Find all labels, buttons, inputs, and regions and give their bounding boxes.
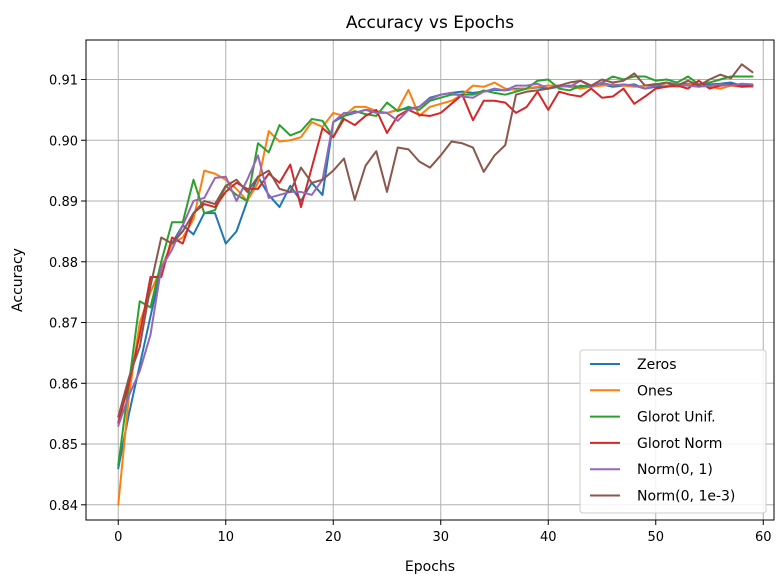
y-tick-label: 0.85 bbox=[49, 438, 78, 453]
x-tick-label: 30 bbox=[432, 530, 449, 545]
y-axis-ticks: 0.84 0.85 0.86 0.87 0.88 0.89 0.90 0.91 bbox=[49, 73, 86, 514]
legend-box bbox=[579, 349, 767, 514]
series-lines bbox=[117, 63, 754, 506]
x-tick-label: 0 bbox=[114, 530, 122, 545]
y-tick-label: 0.88 bbox=[49, 256, 78, 271]
legend: Zeros Ones Glorot Unif. Glorot Norm Norm(0, … bbox=[579, 349, 767, 514]
legend-label: Norm(0, 1) bbox=[637, 462, 713, 478]
legend-label: Zeros bbox=[637, 357, 677, 373]
y-tick-label: 0.87 bbox=[49, 317, 78, 332]
x-tick-label: 50 bbox=[647, 530, 664, 545]
x-axis-label: Epochs bbox=[405, 559, 455, 575]
x-tick-label: 10 bbox=[217, 530, 234, 545]
y-tick-label: 0.89 bbox=[49, 195, 78, 210]
y-tick-label: 0.90 bbox=[49, 134, 78, 149]
legend-label: Glorot Unif. bbox=[637, 410, 716, 426]
legend-label: Norm(0, 1e-3) bbox=[637, 489, 735, 505]
chart-title: Accuracy vs Epochs bbox=[346, 13, 514, 33]
plot-area-frame bbox=[85, 39, 775, 521]
y-tick-label: 0.91 bbox=[49, 73, 78, 88]
x-tick-label: 20 bbox=[325, 530, 342, 545]
series-line-norm-0-1e-3 bbox=[117, 63, 754, 418]
legend-label: Glorot Norm bbox=[637, 436, 722, 452]
legend-label: Ones bbox=[637, 383, 673, 399]
y-axis-label: Accuracy bbox=[10, 248, 26, 312]
y-tick-label: 0.86 bbox=[49, 377, 78, 392]
x-axis-ticks: 0 10 20 30 40 50 60 bbox=[114, 520, 772, 545]
x-tick-label: 60 bbox=[755, 530, 772, 545]
x-tick-label: 40 bbox=[540, 530, 557, 545]
series-line-glorot-norm bbox=[117, 79, 754, 424]
series-line-norm-0-1 bbox=[117, 79, 754, 427]
y-tick-label: 0.84 bbox=[49, 499, 78, 514]
